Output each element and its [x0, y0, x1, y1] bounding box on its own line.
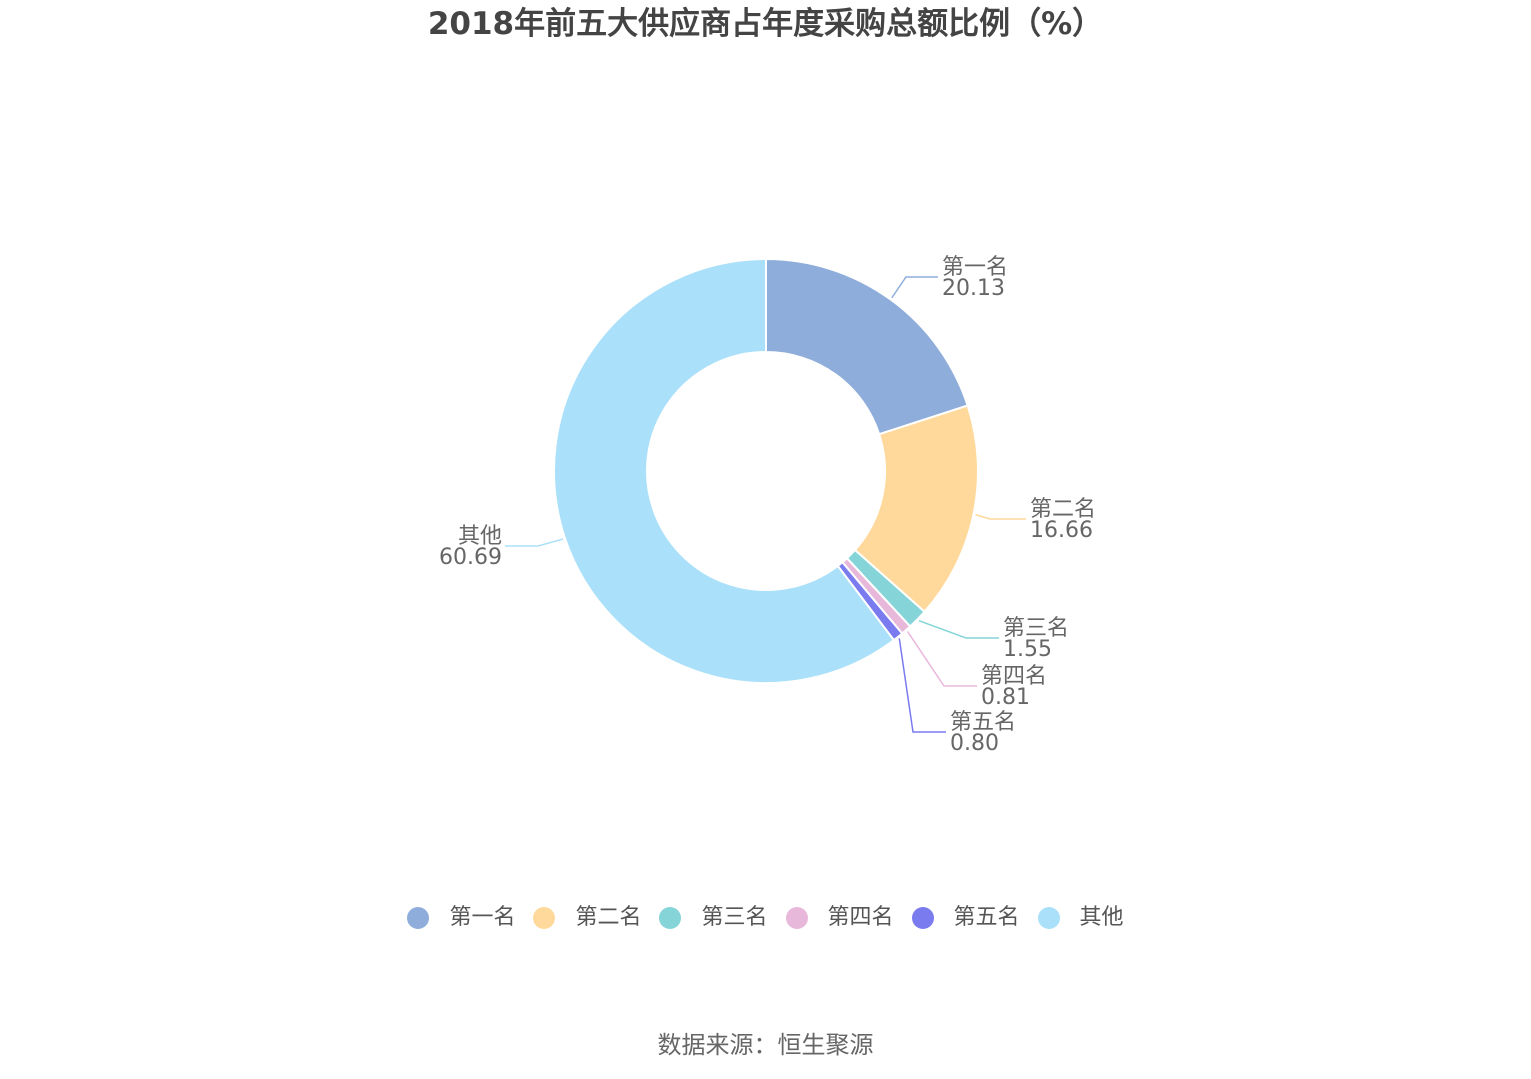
- legend-item-other[interactable]: 其他: [1037, 903, 1124, 933]
- legend-swatch-icon: [785, 907, 808, 929]
- legend-swatch-icon: [1037, 907, 1060, 929]
- legend-swatch-icon: [911, 907, 934, 929]
- legend-label: 第二名: [575, 905, 642, 930]
- legend-swatch-icon: [659, 907, 682, 929]
- slice-category-label: 第二名: [1030, 497, 1096, 522]
- leader-line-fourth: [906, 631, 977, 687]
- data-source: 数据来源：恒生聚源: [657, 1031, 874, 1059]
- legend-label: 第五名: [953, 905, 1020, 930]
- slice-category-label: 第五名: [950, 710, 1016, 735]
- legend-label: 第三名: [701, 905, 768, 930]
- legend-item-third[interactable]: 第三名: [659, 903, 768, 933]
- slice-value-label: 0.81: [981, 685, 1030, 710]
- leader-line-third: [918, 619, 999, 639]
- slice-category-label: 其他: [458, 524, 502, 549]
- slice-value-label: 1.55: [1003, 637, 1052, 662]
- donut-slice-first[interactable]: [765, 257, 969, 436]
- legend-item-first[interactable]: 第一名: [407, 903, 515, 933]
- slice-value-label: 0.80: [950, 731, 999, 756]
- slice-category-label: 第三名: [1003, 616, 1069, 641]
- legend-item-second[interactable]: 第二名: [533, 903, 641, 933]
- leader-line-second: [975, 514, 1026, 520]
- chart-title: 2018年前五大供应商占年度采购总额比例（%）: [427, 6, 1104, 42]
- leader-line-first: [891, 276, 938, 299]
- legend-item-fifth[interactable]: 第五名: [911, 903, 1020, 933]
- slice-category-label: 第一名: [942, 255, 1008, 280]
- legend-swatch-icon: [407, 907, 430, 929]
- slice-value-label: 20.13: [942, 276, 1005, 301]
- donut-slice-second[interactable]: [853, 404, 979, 614]
- legend-label: 第四名: [827, 905, 894, 930]
- legend-item-fourth[interactable]: 第四名: [785, 903, 894, 933]
- legend-label: 其他: [1079, 905, 1124, 930]
- slice-value-label: 60.69: [439, 545, 502, 570]
- donut-slice-other[interactable]: [553, 257, 896, 684]
- legend-swatch-icon: [533, 907, 556, 929]
- chart-legend: 第一名 第二名 第三名 第四名 第五名 其他: [0, 898, 1531, 938]
- leader-line-other: [505, 538, 564, 547]
- slice-category-label: 第四名: [981, 664, 1047, 689]
- leader-line-fifth: [898, 638, 946, 733]
- slice-value-label: 16.66: [1030, 518, 1093, 543]
- legend-label: 第一名: [449, 905, 516, 930]
